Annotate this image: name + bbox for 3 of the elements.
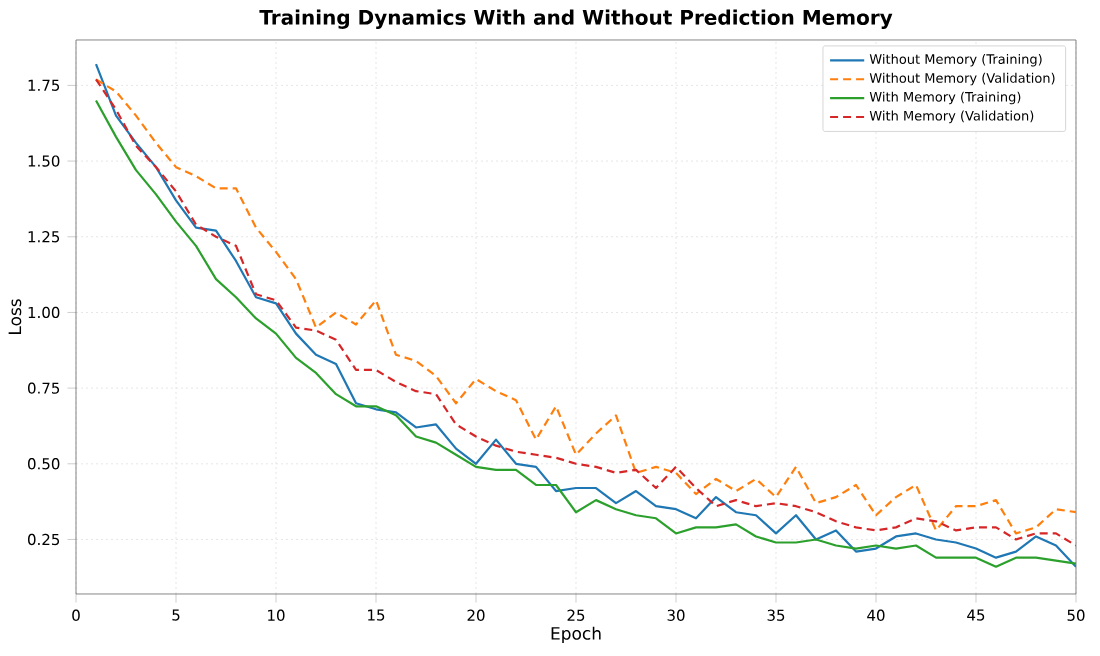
y-axis-title: Loss (8, 299, 22, 334)
chart-title: Training Dynamics With and Without Prediction Memory (259, 9, 893, 29)
x-axis-title: Epoch (551, 626, 601, 644)
